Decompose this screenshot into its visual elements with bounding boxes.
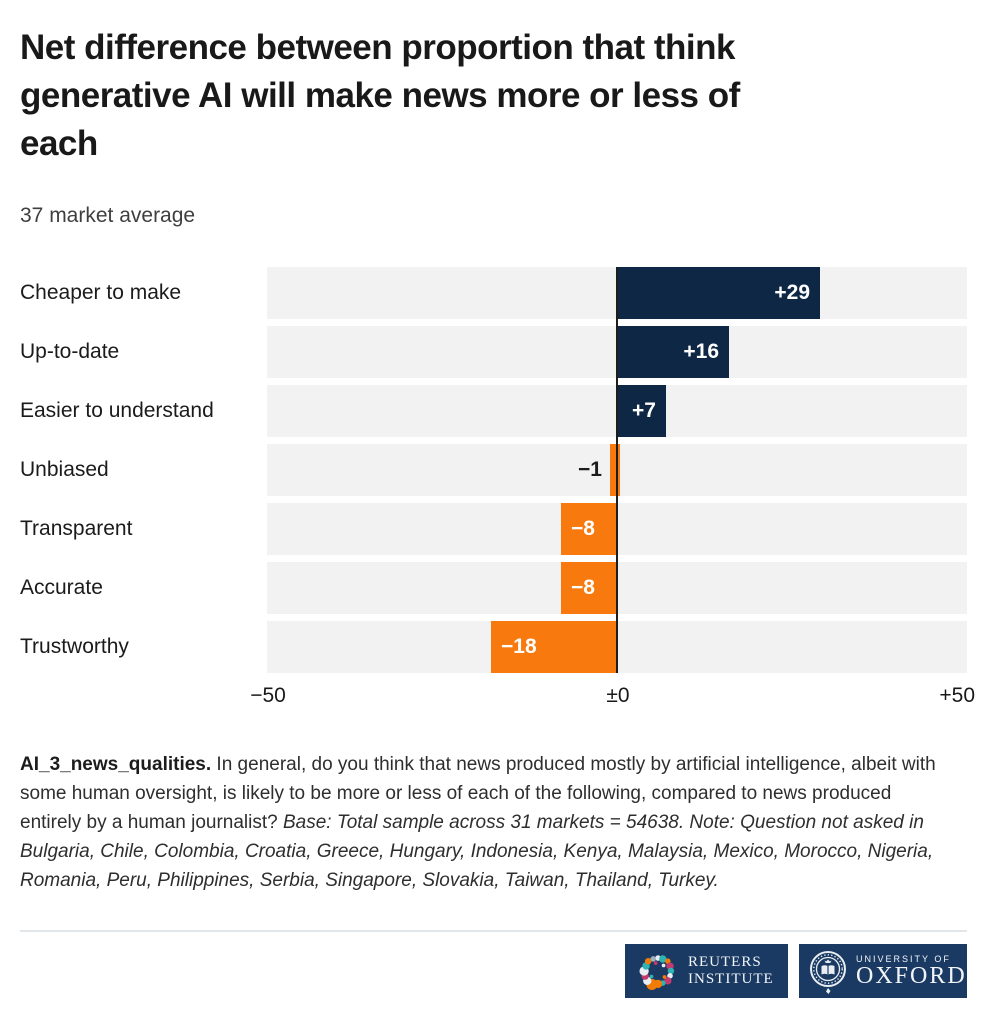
reuters-dots-icon xyxy=(639,955,675,990)
chart-title-line: Net difference between proportion that t… xyxy=(20,28,735,67)
bar-positive: +7 xyxy=(617,385,666,437)
chart-title-line: each xyxy=(20,124,98,163)
bar-value-label: −1 xyxy=(578,458,602,481)
chart-row: Unbiased −1 xyxy=(20,444,967,496)
chart-subtitle: 37 market average xyxy=(20,204,196,227)
chart-row: Easier to understand +7 xyxy=(20,385,967,437)
chart-row: Cheaper to make +29 xyxy=(20,267,967,319)
reuters-logo-text-line2: INSTITUTE xyxy=(688,971,774,987)
chart-row: Up-to-date +16 xyxy=(20,326,967,378)
bar-value-label: +29 xyxy=(774,281,810,304)
x-tick-minus-50: −50 xyxy=(250,684,286,707)
category-label: Easier to understand xyxy=(20,399,214,422)
bar-negative: −8 xyxy=(561,562,617,614)
bar-positive: +16 xyxy=(617,326,729,378)
oxford-logo-text-line2: OXFORD xyxy=(856,962,967,989)
chart-row: Trustworthy −18 xyxy=(20,621,967,673)
x-tick-zero: ±0 xyxy=(606,684,630,707)
category-label: Up-to-date xyxy=(20,340,120,363)
oxford-logo-text-line1: UNIVERSITY OF xyxy=(856,953,951,964)
bar-value-label: +16 xyxy=(683,340,719,363)
category-label: Transparent xyxy=(20,517,133,540)
chart-title-line: generative AI will make news more or les… xyxy=(20,76,740,115)
category-label: Accurate xyxy=(20,576,103,599)
bar-value-label: −18 xyxy=(501,635,537,658)
chart-row: Accurate −8 xyxy=(20,562,967,614)
bar-positive: +29 xyxy=(617,267,820,319)
bar-negative: −18 xyxy=(491,621,617,673)
x-axis: −50 ±0 +50 xyxy=(250,684,975,710)
oxford-university-logo: UNIVERSITY OF OXFORD xyxy=(799,944,967,998)
footnote: AI_3_news_qualities. In general, do you … xyxy=(20,750,954,895)
bar-negative xyxy=(610,444,620,496)
reuters-institute-logo: REUTERS INSTITUTE xyxy=(625,944,788,998)
bar-negative: −8 xyxy=(561,503,617,555)
bar-value-label: −8 xyxy=(571,517,595,540)
footnote-question-id: AI_3_news_qualities. xyxy=(20,754,212,775)
category-label: Unbiased xyxy=(20,458,109,481)
oxford-crest-icon xyxy=(810,951,846,994)
category-label: Trustworthy xyxy=(20,635,129,658)
bar-chart: Cheaper to make +29 Up-to-date +16 Easier to… xyxy=(20,267,975,707)
divider-line xyxy=(20,930,967,932)
chart-title: Net difference between proportion that t… xyxy=(20,24,950,168)
logos: REUTERS INSTITUTE UNIVERSITY OF OXFORD xyxy=(625,944,967,998)
bar-value-label: +7 xyxy=(632,399,656,422)
reuters-logo-text-line1: REUTERS xyxy=(688,954,762,970)
chart-row: Transparent −8 xyxy=(20,503,967,555)
category-label: Cheaper to make xyxy=(20,281,182,304)
bar-value-label: −8 xyxy=(571,576,595,599)
footnote-question-text: In general, do you think that news produ… xyxy=(20,754,936,833)
chart-rows: Cheaper to make +29 Up-to-date +16 Easier to… xyxy=(20,267,967,673)
footnote-base-note: Base: Total sample across 31 markets = 5… xyxy=(20,812,934,891)
zero-axis-line xyxy=(616,267,618,673)
x-tick-plus-50: +50 xyxy=(939,684,975,707)
